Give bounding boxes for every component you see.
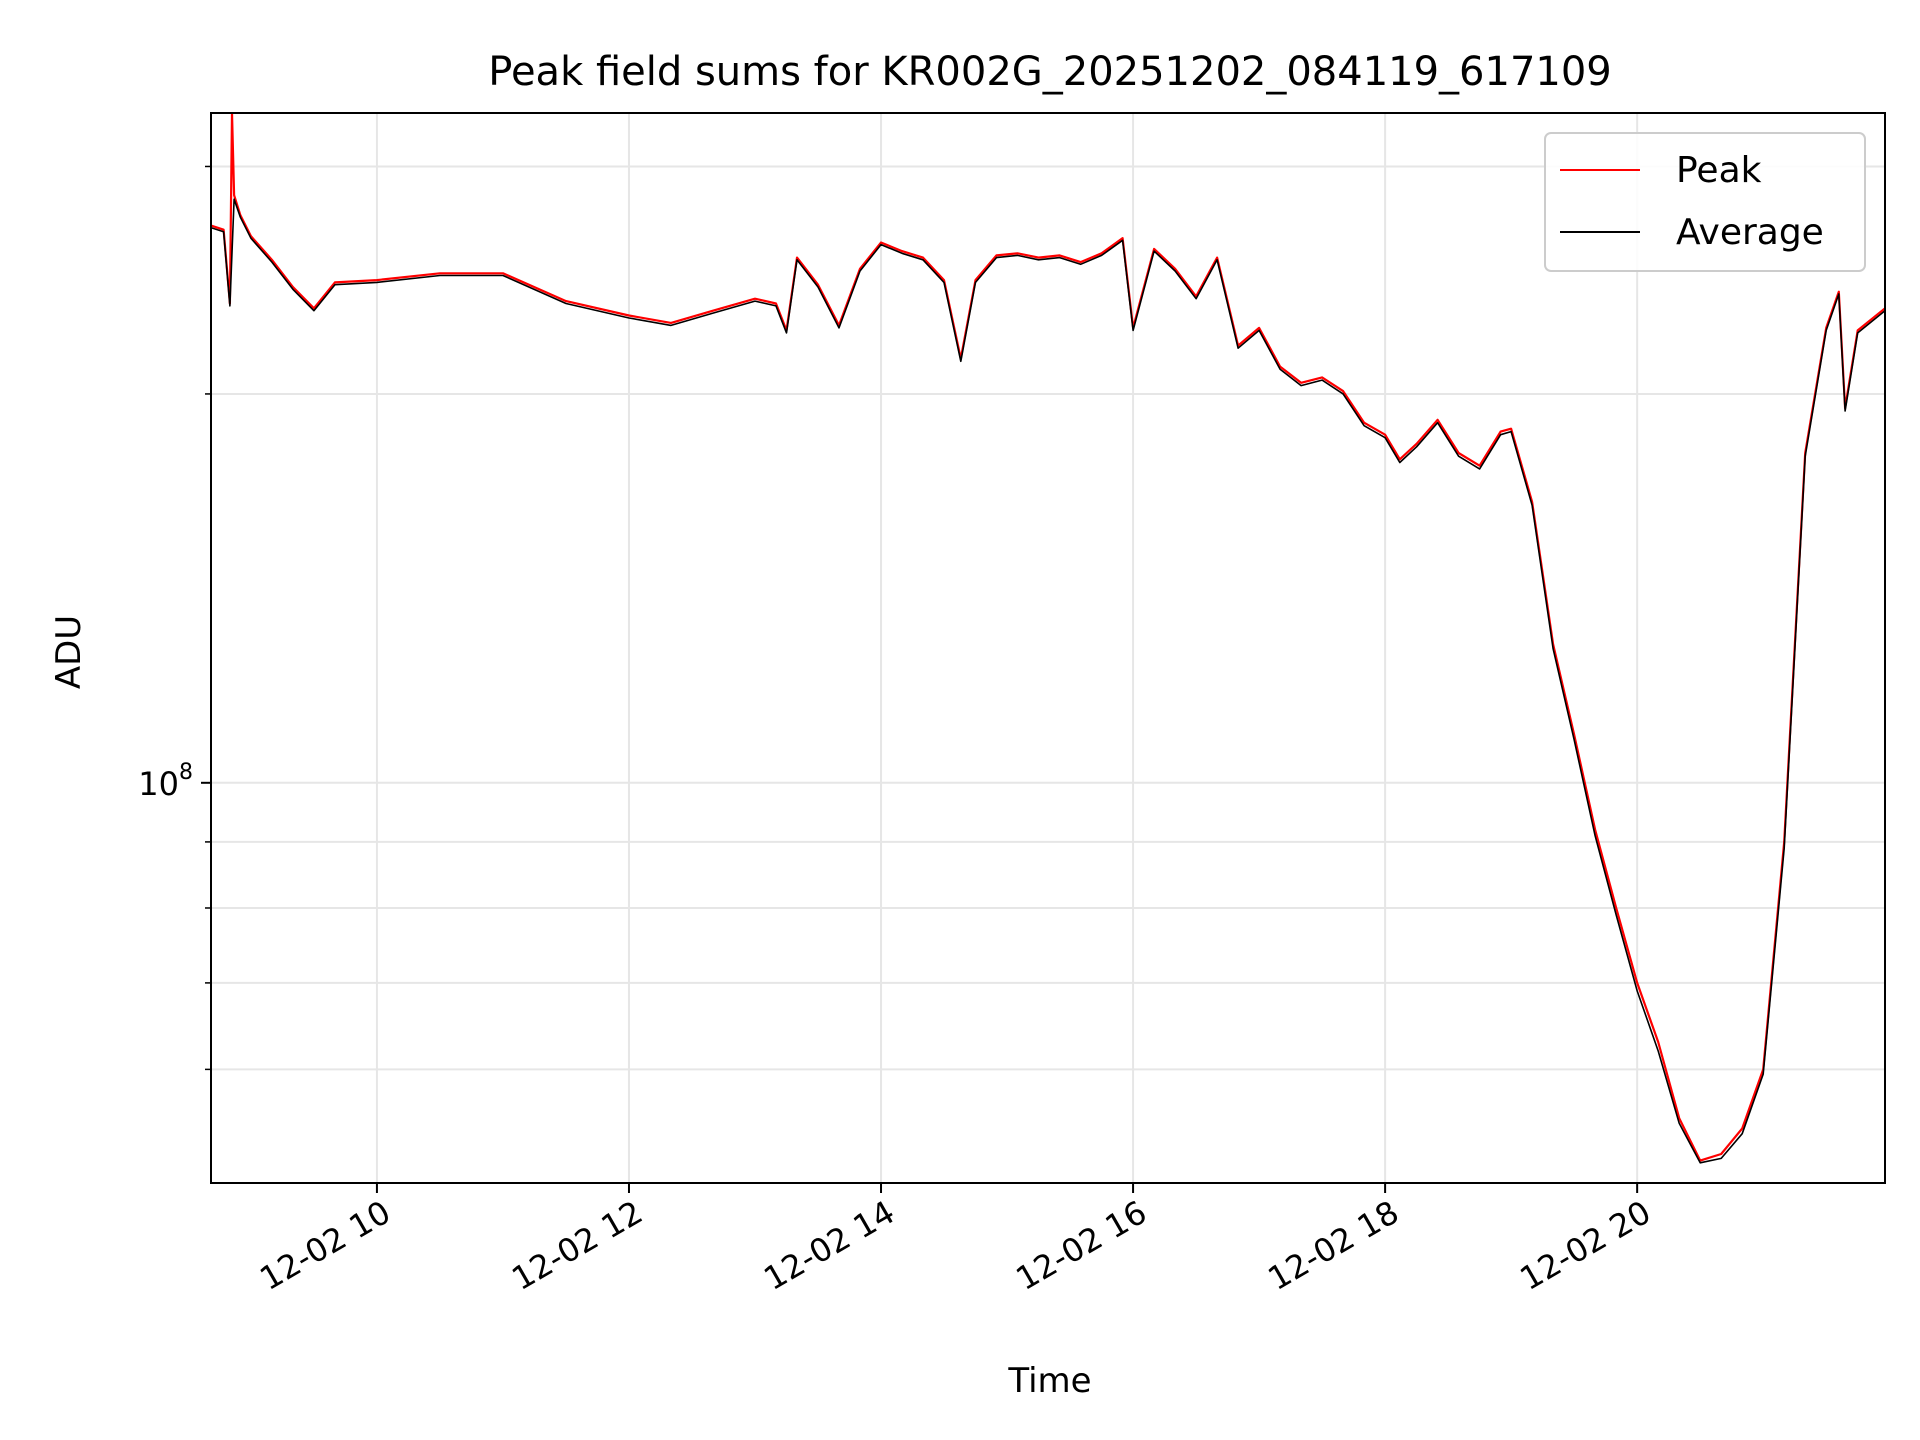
y-tick-label: 108 bbox=[138, 760, 193, 803]
x-axis-label: Time bbox=[1007, 1361, 1091, 1401]
x-tick-label: 12-02 16 bbox=[1009, 1193, 1153, 1298]
ticks: 12-02 10 12-02 12 12-02 14 12-02 16 12-02 18… bbox=[138, 165, 1658, 1298]
axes-frame bbox=[210, 112, 1886, 1184]
x-tick-label: 12-02 14 bbox=[757, 1193, 901, 1298]
y-tick-exponent: 8 bbox=[179, 760, 193, 785]
x-tick-label: 12-02 12 bbox=[505, 1193, 649, 1298]
legend: Peak Average bbox=[1544, 132, 1866, 272]
legend-box bbox=[1544, 132, 1866, 272]
legend-average-label: Average bbox=[1676, 212, 1824, 253]
chart-title: Peak field sums for KR002G_20251202_0841… bbox=[488, 49, 1612, 95]
y-axis-label: ADU bbox=[49, 615, 89, 689]
x-tick-label: 12-02 10 bbox=[253, 1193, 397, 1298]
series-layer bbox=[211, 113, 1885, 1164]
legend-peak-label: Peak bbox=[1676, 150, 1762, 191]
y-tick-base: 10 bbox=[138, 765, 179, 803]
series-line-average bbox=[211, 198, 1885, 1164]
x-tick-label: 12-02 20 bbox=[1514, 1193, 1658, 1298]
x-tick-label: 12-02 18 bbox=[1262, 1193, 1406, 1298]
